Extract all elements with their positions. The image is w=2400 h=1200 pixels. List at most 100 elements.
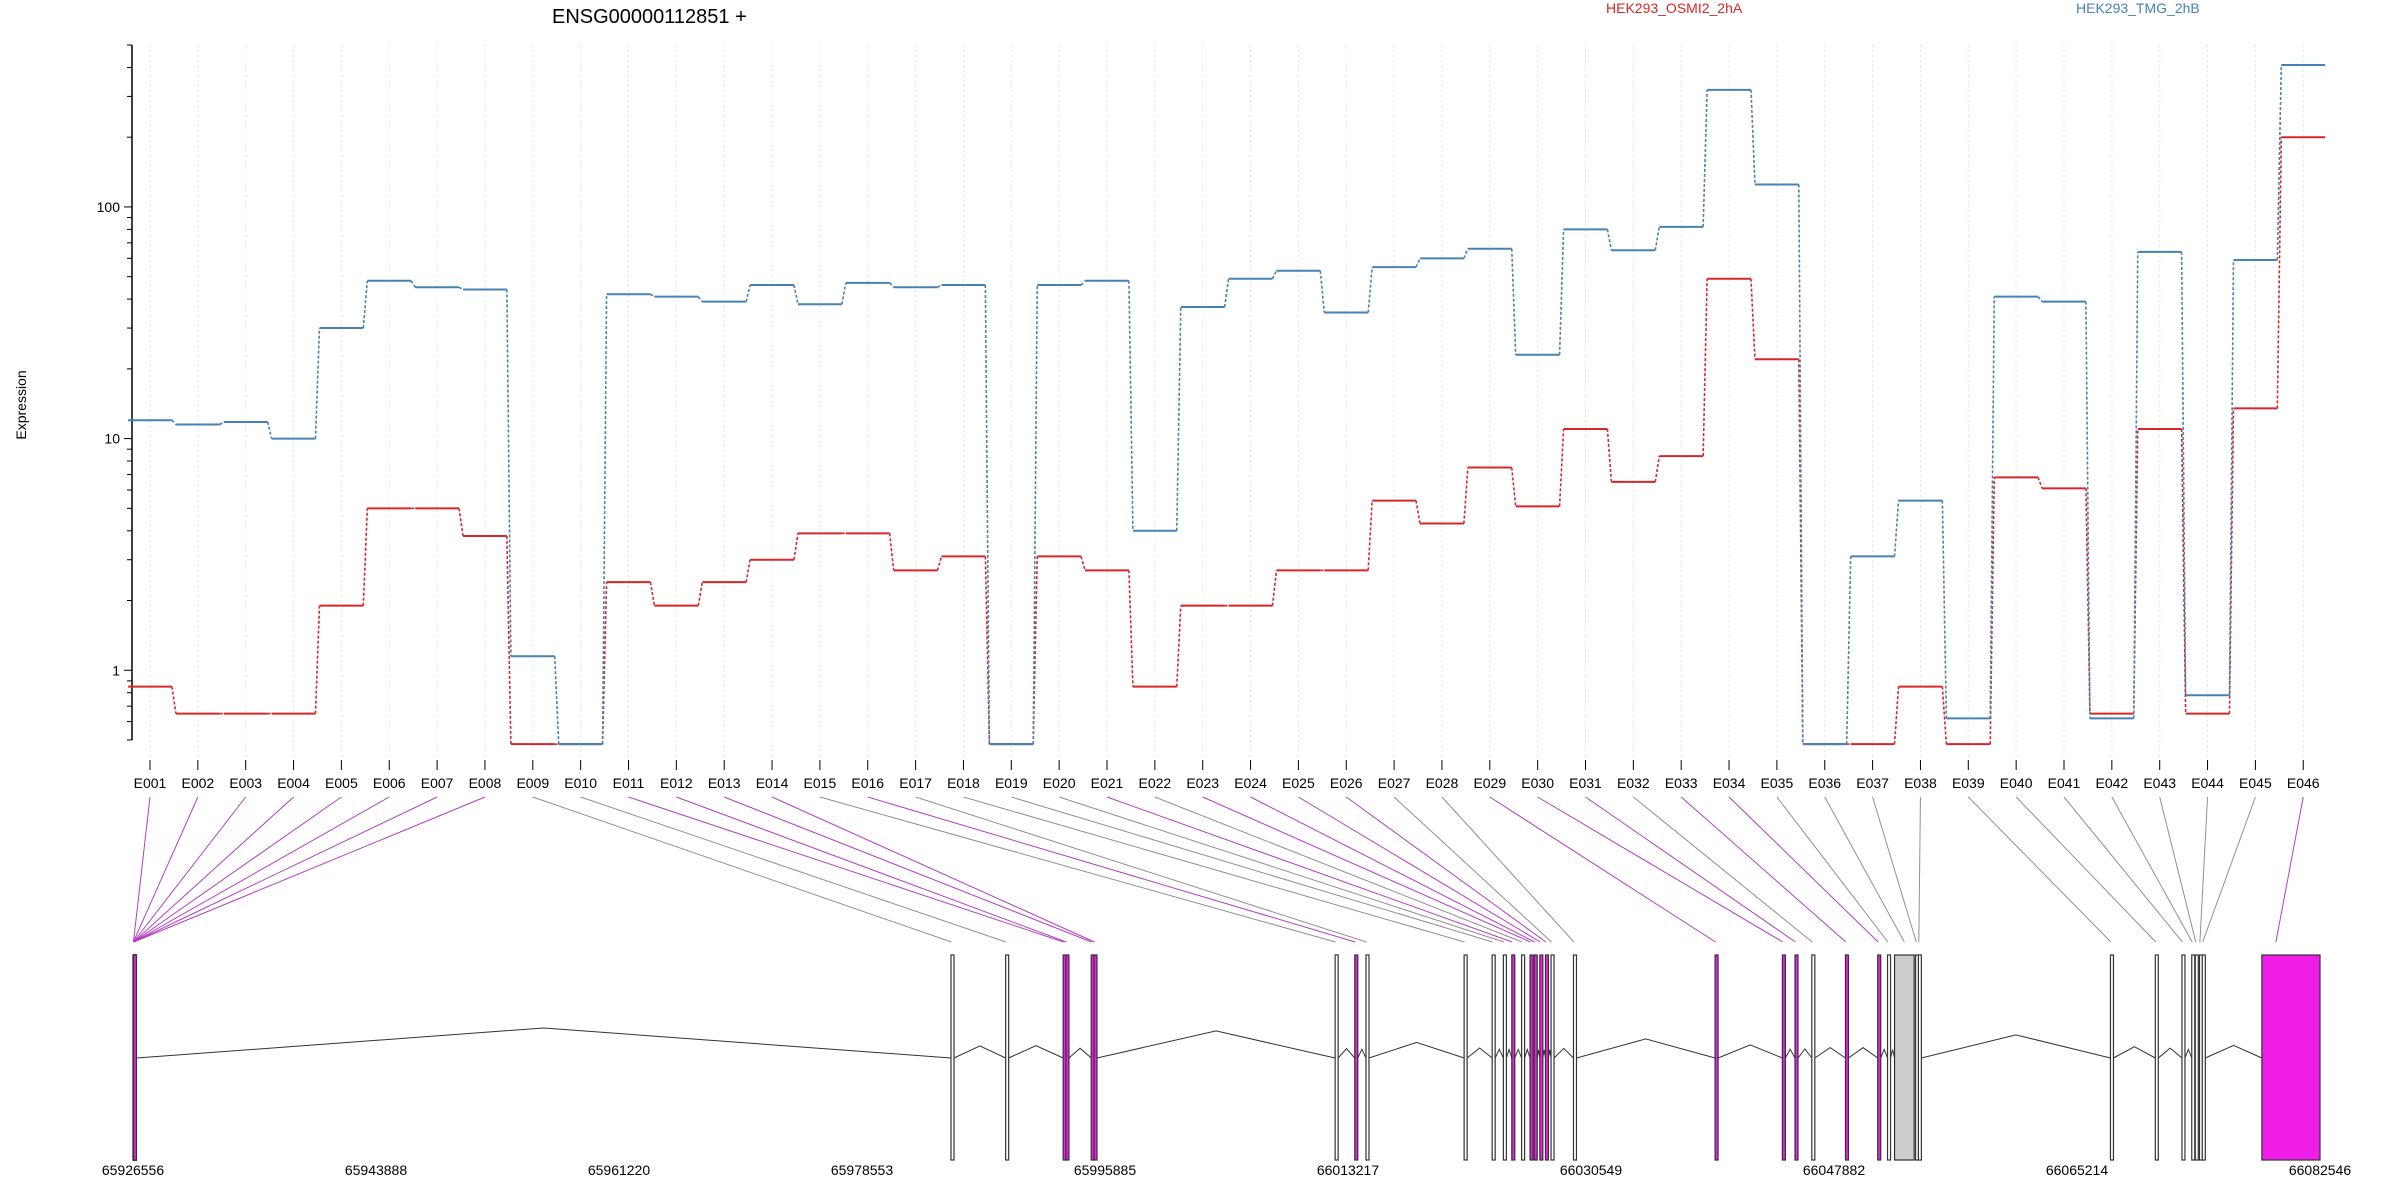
series-connector [1893,500,1900,557]
x-tick-label: E037 [1856,775,1889,791]
connector-E032 [1633,796,1813,943]
exon-E019 [1491,954,1496,1161]
exon-E026 [1544,954,1550,1161]
connector-E011 [628,796,1064,943]
series-connector [649,582,656,606]
x-tick-label: E033 [1665,775,1698,791]
intron [1921,1034,2111,1059]
intron [1505,1047,1513,1059]
connector-E023 [1202,796,1531,943]
connector-E002 [132,796,199,943]
series-connector [2228,260,2235,696]
series-connector [2276,137,2283,409]
exon-E046 [2261,954,2321,1161]
intron [1848,1047,1879,1059]
connector-E022 [1154,796,1523,943]
series-connector [888,533,895,571]
x-tick-label: E032 [1617,775,1650,791]
series-connector [1463,467,1469,524]
x-tick-label: E030 [1521,775,1554,791]
exon-E028 [1572,954,1578,1161]
intron [1524,1047,1531,1059]
connector-E044 [2199,796,2209,943]
series-connector [1319,270,1326,313]
connector-E042 [2111,796,2193,943]
series-connector [1750,278,1756,360]
x-tick-label: E011 [613,775,645,791]
exon-E022 [1521,954,1526,1161]
legend-series-1: HEK293_OSMI2_2hA [1606,0,1743,16]
x-tick-label: E014 [756,775,789,791]
series-connector [1415,500,1421,524]
intron [953,1045,1006,1059]
exon-E014 [1093,954,1098,1161]
series-connector [2180,251,2187,696]
connector-E013 [724,796,1092,943]
intron [1514,1048,1523,1059]
series-connector [266,421,273,439]
exon-E010 [1005,954,1010,1161]
series-connector [1415,257,1421,268]
series-connector [1510,467,1517,507]
x-tick-label: E015 [804,775,837,791]
intron [1008,1045,1064,1059]
x-tick-label: E039 [1952,775,1985,791]
series-connector [1080,556,1086,571]
series-connector [1080,280,1086,286]
x-tick-label: E036 [1808,775,1841,791]
x-tick-label: E012 [660,775,693,791]
x-tick-label: E010 [564,775,597,791]
series-connector [1032,556,1039,745]
coord-label: 65978553 [831,1162,894,1178]
intron [2113,1046,2156,1059]
coord-label: 66082546 [2289,1162,2352,1178]
exon-E029 [1714,954,1719,1161]
x-tick-label: E044 [2191,775,2224,791]
series-connector [1989,296,1996,719]
exon-E008 [132,954,138,1161]
x-tick-label: E046 [2287,775,2320,791]
connector-E018 [963,796,1465,943]
series-connector [937,284,942,288]
series-connector [458,286,464,291]
exon-E034 [1877,954,1882,1161]
connector-E019 [1011,796,1493,943]
exon-E018 [1463,954,1468,1161]
series-connector [219,421,225,426]
series-connector [1175,306,1182,531]
exon-E012 [1065,954,1070,1161]
connector-E026 [1345,796,1547,943]
series-connector [697,296,703,303]
x-tick-label: E018 [947,775,980,791]
series-connector [1702,278,1708,457]
connector-E003 [133,796,247,943]
series-connector [745,559,751,583]
series-connector [1367,267,1373,313]
series-connector [1463,248,1469,259]
x-tick-label: E007 [421,775,454,791]
connector-E024 [1250,796,1535,943]
x-tick-label: E003 [229,775,262,791]
x-tick-label: E020 [1043,775,1076,791]
legend-series-2: HEK293_TMG_2hB [2076,0,2200,16]
series-1 [128,136,2326,746]
series-connector [936,556,943,571]
x-tick-label: E023 [1186,775,1219,791]
series-connector [1175,605,1182,687]
intron [1368,1041,1465,1059]
series-connector [984,285,991,745]
exon-E016 [1354,954,1359,1161]
exon-E025 [1539,954,1544,1161]
series-connector [171,419,177,426]
series-connector [1654,226,1661,251]
genomic-coordinate-axis: 65926556 65943888 65961220 65978553 65995885… [102,1162,2352,1178]
series-connector [793,284,799,305]
connector-E040 [2015,796,2157,943]
x-tick-label: E042 [2095,775,2128,791]
connector-E028 [1441,796,1575,943]
exon-E027 [1550,954,1555,1161]
intron [1553,1047,1574,1059]
x-tick-label: E043 [2143,775,2176,791]
series-connector [362,280,369,329]
x-tick-label: E017 [899,775,932,791]
